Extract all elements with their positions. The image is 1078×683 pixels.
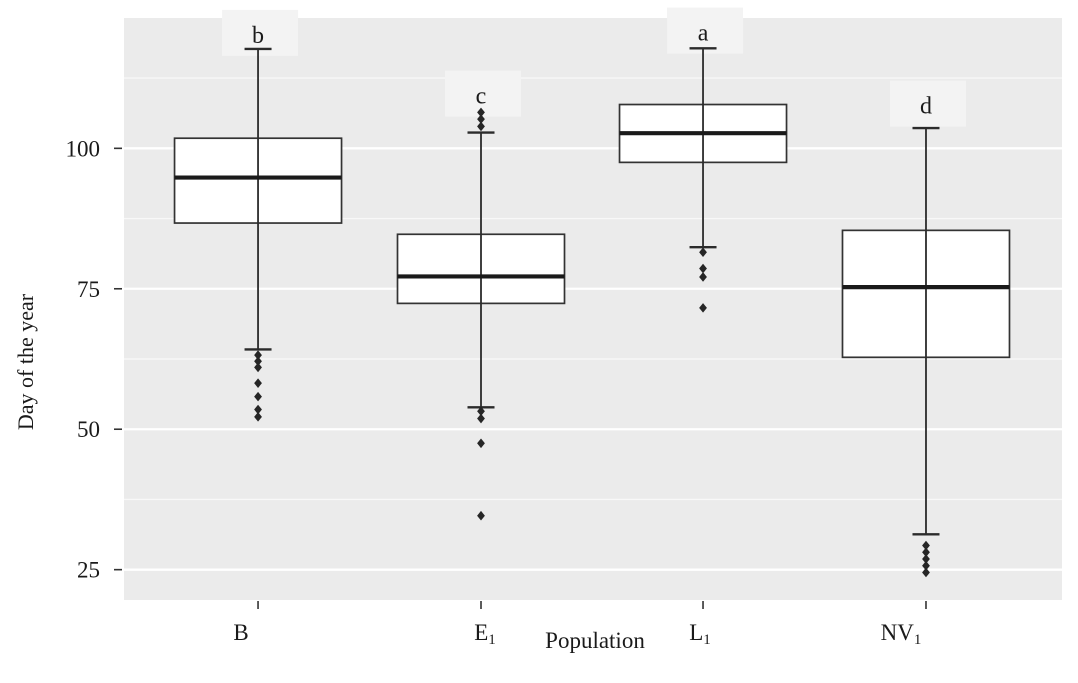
y-tick-label: 25 [77, 558, 100, 583]
significance-letter: c [476, 84, 487, 110]
outlier-point [254, 391, 262, 402]
outlier-point [477, 406, 485, 417]
x-tick-label: B [233, 620, 248, 645]
x-tick-label: E1 [474, 620, 496, 648]
letter-patch [667, 7, 744, 54]
outlier-point [254, 350, 262, 360]
outlier-point [254, 356, 262, 367]
significance-letter: b [252, 23, 264, 49]
outlier-point [699, 263, 707, 274]
outlier-point [254, 362, 262, 373]
outlier-point [477, 510, 485, 521]
outlier-point [254, 404, 262, 415]
outlier-point [477, 107, 485, 118]
outlier-point [699, 272, 707, 282]
y-tick-label: 75 [77, 277, 100, 302]
outlier-point [699, 303, 707, 313]
outlier-point [477, 121, 485, 132]
x-tick-label: L1 [689, 620, 711, 648]
outlier-point [922, 560, 930, 571]
outlier-point [477, 438, 485, 449]
outlier-point [922, 567, 930, 578]
significance-letter: a [698, 21, 709, 47]
significance-letter: d [920, 94, 932, 120]
outlier-point [922, 547, 930, 558]
x-axis-title: Population [545, 628, 645, 653]
outlier-point [477, 413, 485, 424]
y-tick-label: 100 [66, 136, 101, 161]
letter-patch [445, 70, 522, 117]
outlier-point [254, 412, 262, 422]
y-tick-label: 50 [77, 417, 100, 442]
outlier-point [922, 554, 930, 564]
outlier-point [254, 378, 262, 388]
letter-patch [889, 80, 966, 127]
x-tick-label: NV1 [881, 620, 922, 648]
outlier-point [699, 247, 707, 258]
outlier-point [477, 114, 485, 124]
y-axis-title: Day of the year [13, 293, 38, 430]
outlier-point [922, 540, 930, 551]
